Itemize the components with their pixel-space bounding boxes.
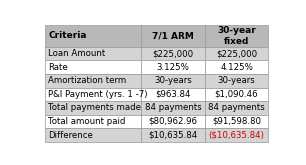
Text: $225,000: $225,000 [216,49,257,58]
Bar [205,87,268,101]
Text: Rate: Rate [48,63,68,72]
Bar [45,47,141,60]
Bar [141,87,205,101]
Text: 3.125%: 3.125% [157,63,189,72]
Bar [141,115,205,128]
Bar [141,47,205,60]
Bar [141,25,205,47]
Bar [45,60,141,74]
Text: $963.84: $963.84 [155,90,191,99]
Bar [205,74,268,87]
Text: Criteria: Criteria [48,31,87,40]
Text: Total payments made: Total payments made [48,103,141,112]
Bar [205,115,268,128]
Text: 30-years: 30-years [218,76,256,85]
Bar [205,25,268,47]
Text: 84 payments: 84 payments [145,103,201,112]
Bar [45,74,141,87]
Text: $1,090.46: $1,090.46 [215,90,258,99]
Text: P&I Payment (yrs. 1 -7): P&I Payment (yrs. 1 -7) [48,90,148,99]
Text: 7/1 ARM: 7/1 ARM [152,31,194,40]
Text: 30-years: 30-years [154,76,192,85]
Bar [45,115,141,128]
Text: 4.125%: 4.125% [220,63,253,72]
Text: $80,962.96: $80,962.96 [148,117,197,126]
Text: Loan Amount: Loan Amount [48,49,106,58]
Bar [141,128,205,142]
Text: $10,635.84: $10,635.84 [148,131,198,140]
Bar [45,25,141,47]
Bar [205,101,268,115]
Bar [141,101,205,115]
Text: Total amount paid: Total amount paid [48,117,125,126]
Text: $225,000: $225,000 [152,49,194,58]
Bar [45,128,141,142]
Text: 30-year
fixed: 30-year fixed [217,26,256,46]
Bar [45,87,141,101]
Bar [205,60,268,74]
Text: Amortization term: Amortization term [48,76,126,85]
Text: 84 payments: 84 payments [208,103,265,112]
Bar [205,128,268,142]
Text: ($10,635.84): ($10,635.84) [209,131,264,140]
Text: Difference: Difference [48,131,93,140]
Bar [141,60,205,74]
Text: $91,598.80: $91,598.80 [212,117,261,126]
Bar [205,47,268,60]
Bar [141,74,205,87]
Bar [45,101,141,115]
